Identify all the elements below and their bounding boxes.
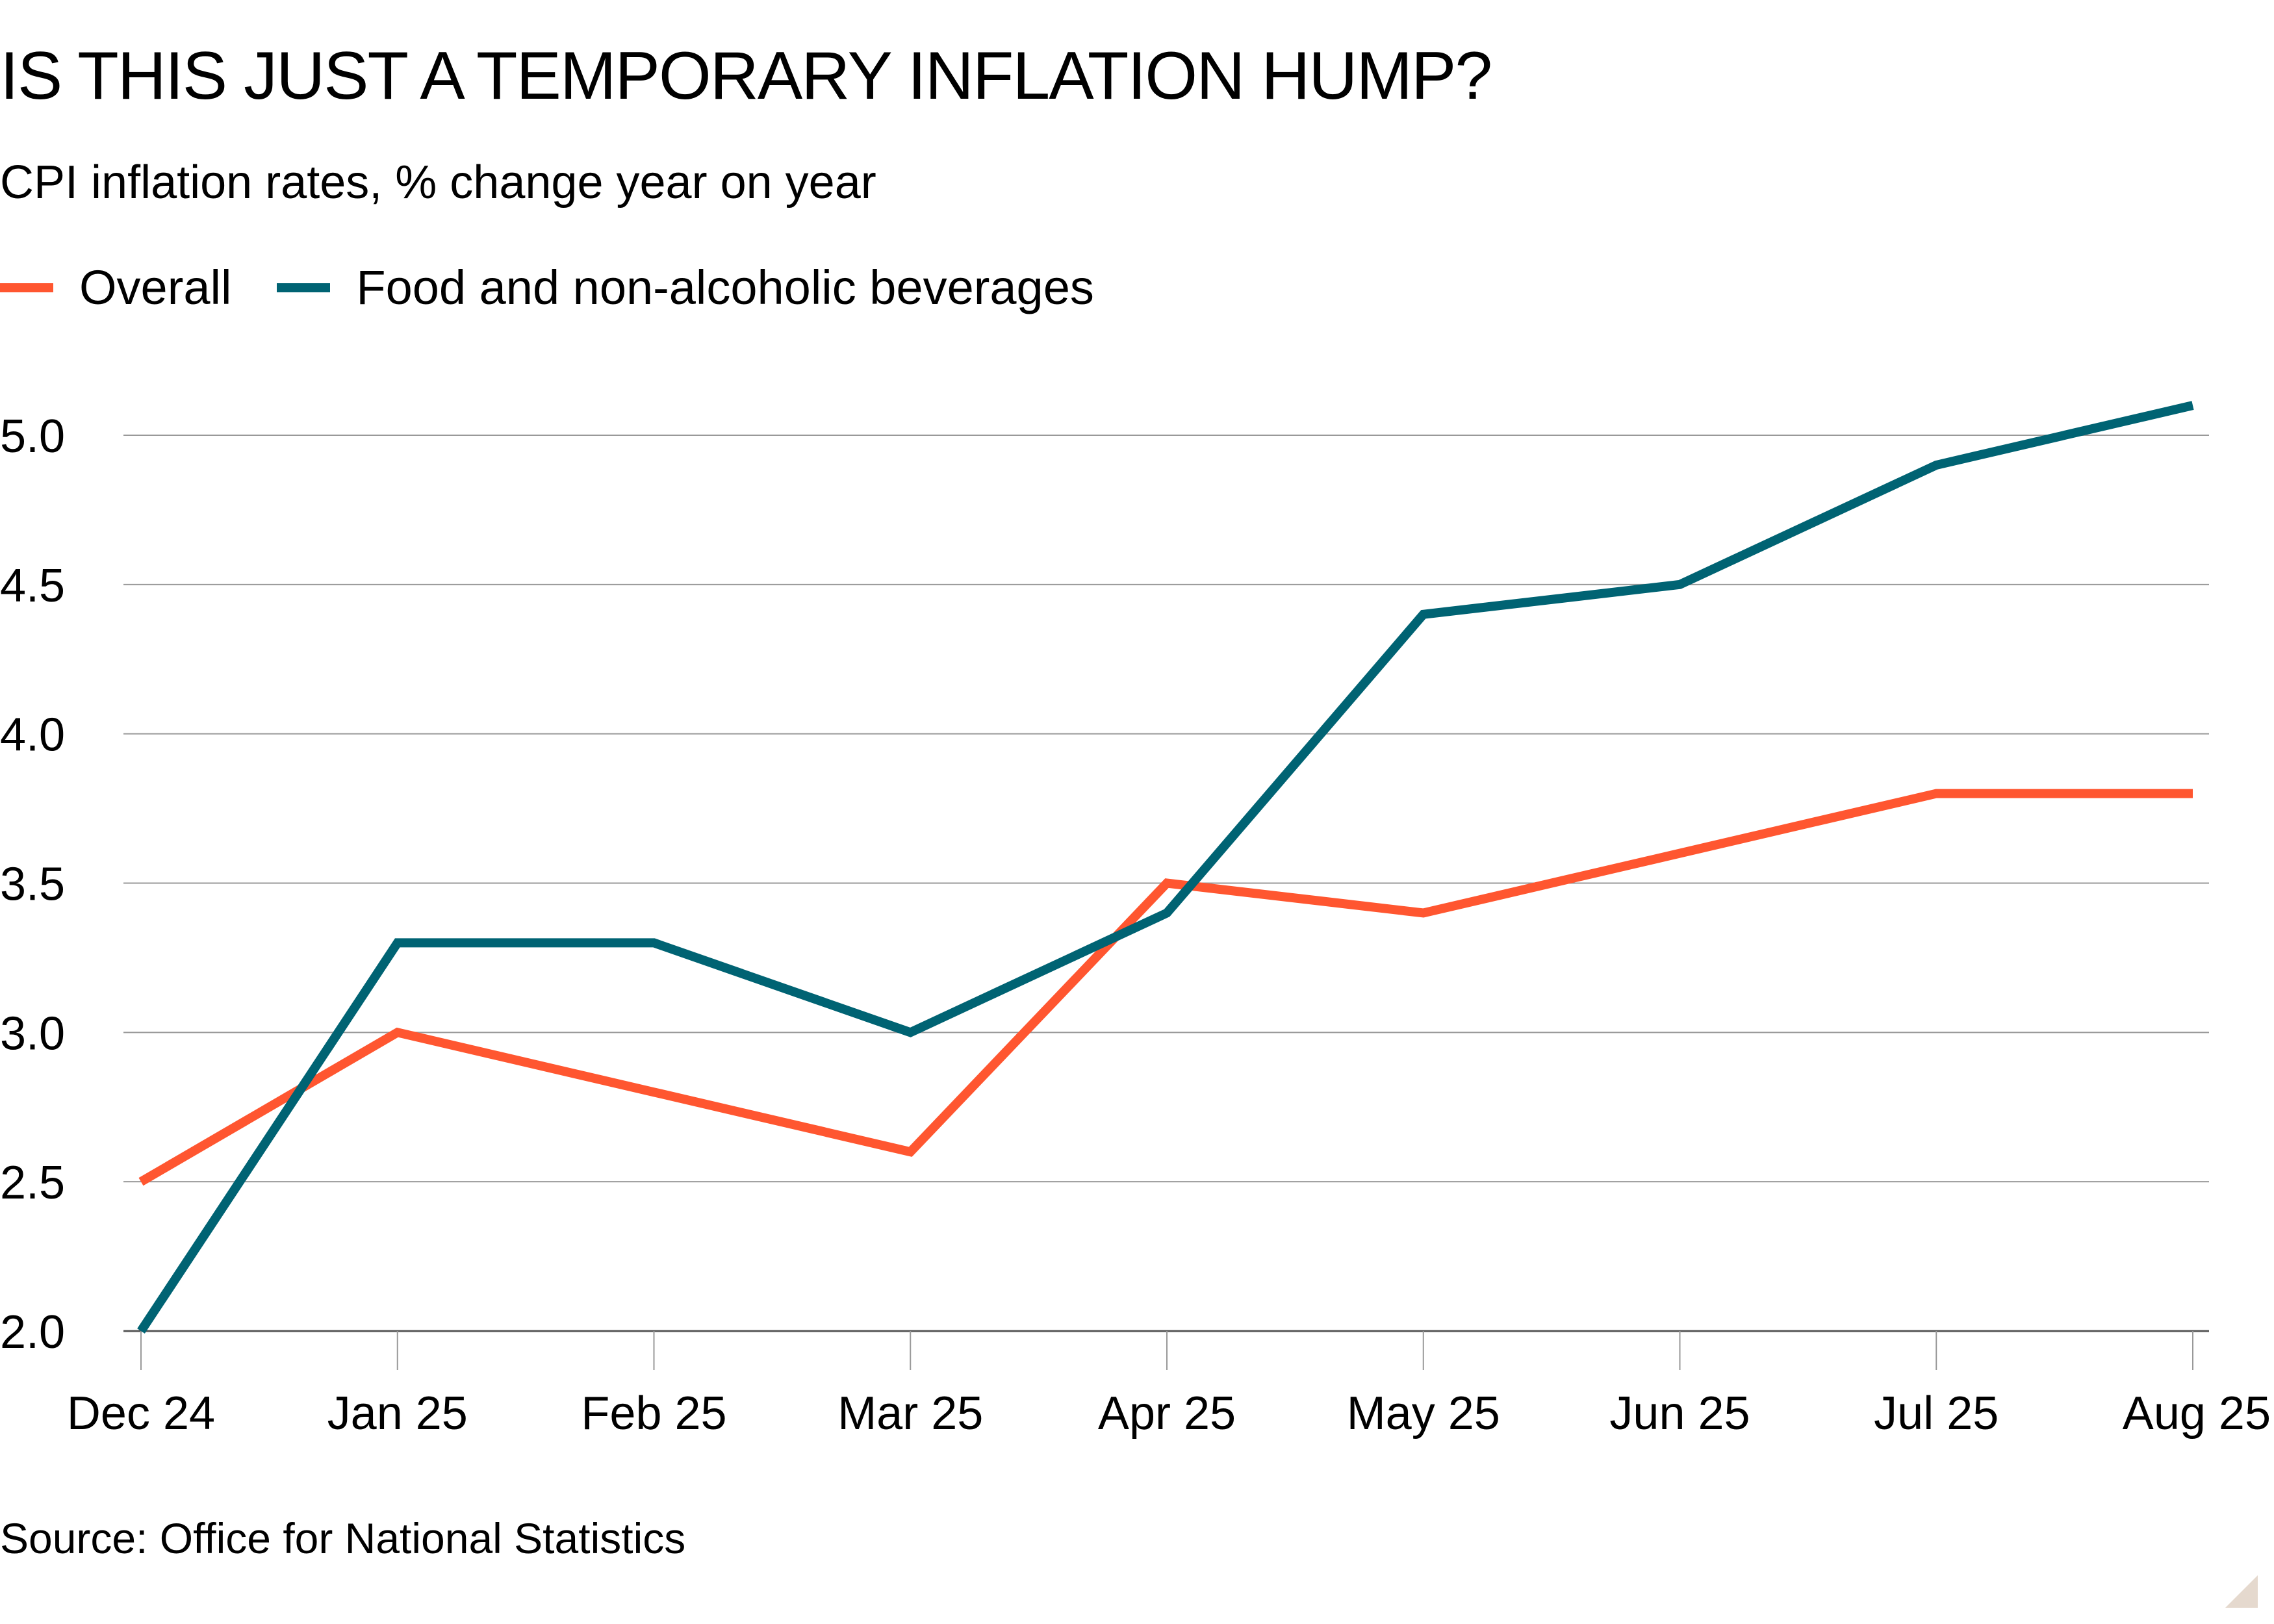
y-tick-label: 3.0 — [0, 1008, 65, 1059]
source-note: Source: Office for National Statistics — [0, 1514, 686, 1562]
y-tick-label: 4.0 — [0, 709, 65, 761]
legend: Overall Food and non-alcoholic beverages — [0, 260, 1140, 315]
y-tick-label: 4.5 — [0, 560, 65, 612]
x-tick-label: Jul 25 — [1874, 1388, 1999, 1440]
chart-title: IS THIS JUST A TEMPORARY INFLATION HUMP? — [0, 38, 1492, 114]
x-tick-label: Mar 25 — [837, 1388, 983, 1440]
x-tick-label: Jun 25 — [1609, 1388, 1750, 1440]
legend-item-food: Food and non-alcoholic beverages — [277, 260, 1094, 315]
x-tick-label: Dec 24 — [67, 1388, 215, 1440]
series-line-overall — [138, 789, 2193, 1186]
x-tick-label: Apr 25 — [1098, 1388, 1236, 1440]
legend-label-food: Food and non-alcoholic beverages — [356, 260, 1094, 314]
x-tick-label: Feb 25 — [581, 1388, 726, 1440]
legend-swatch-overall — [0, 283, 53, 292]
legend-swatch-food — [277, 283, 331, 292]
y-tick-label: 3.5 — [0, 859, 65, 911]
legend-label-overall: Overall — [79, 260, 232, 314]
chart-subtitle: CPI inflation rates, % change year on ye… — [0, 157, 876, 209]
y-tick-label: 5.0 — [0, 411, 65, 463]
x-tick-label: May 25 — [1347, 1388, 1500, 1440]
x-tick-label: Jan 25 — [327, 1388, 468, 1440]
x-tick-label: Aug 25 — [2123, 1388, 2271, 1440]
corner-triangle-decoration — [2225, 1575, 2258, 1608]
y-tick-label: 2.0 — [0, 1306, 65, 1358]
legend-item-overall: Overall — [0, 260, 231, 315]
y-tick-label: 2.5 — [0, 1157, 65, 1209]
series-line-food — [137, 401, 2194, 1334]
